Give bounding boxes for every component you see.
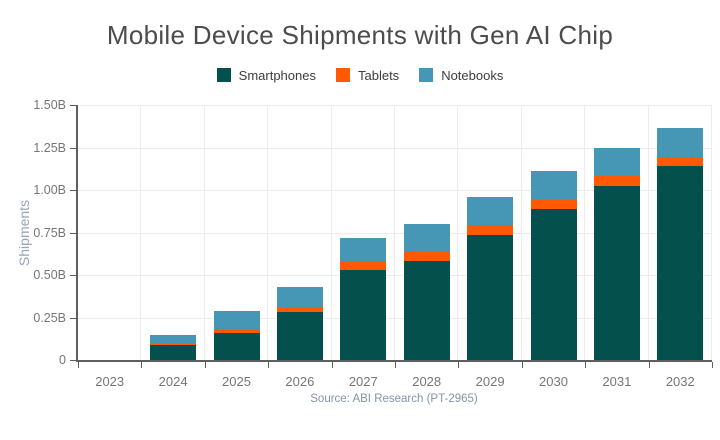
bar-2026-tablets (276, 307, 323, 312)
x-tick-label: 2032 (665, 374, 695, 389)
legend-item-tablets[interactable]: Tablets (335, 67, 400, 83)
bar-2031-notebooks (593, 148, 640, 177)
bar-2024-tablets (150, 343, 197, 345)
bar-2024-notebooks (150, 335, 197, 344)
y-tick-label: 0.25B (33, 310, 66, 325)
gridline-h (78, 147, 712, 149)
x-tick-mark (331, 362, 333, 368)
x-tick-mark (458, 362, 460, 368)
bar-2030-notebooks (530, 171, 577, 201)
legend-label: Tablets (357, 67, 400, 83)
x-tick-mark (204, 362, 206, 368)
gridline-h (78, 317, 712, 319)
gridline-v (140, 105, 142, 360)
source-note: Source: ABI Research (PT-2965) (310, 393, 478, 405)
y-tick-label: 1.50B (33, 98, 66, 112)
gridline-v (647, 105, 649, 360)
bar-2027-notebooks (340, 237, 387, 262)
legend-item-notebooks[interactable]: Notebooks (419, 68, 503, 83)
gridline-h (78, 232, 712, 234)
y-tick-label: 1.00B (33, 183, 66, 197)
bar-2029-smartphones (467, 235, 514, 360)
bar-2032-tablets (657, 156, 704, 167)
y-tick-mark (70, 317, 76, 319)
y-tick-label: 0.75B (33, 225, 66, 240)
gridline-v (711, 105, 712, 360)
bar-2028-smartphones (403, 261, 450, 360)
gridline-v (394, 105, 395, 360)
x-tick-mark (141, 362, 143, 368)
x-tick-mark (585, 362, 587, 368)
legend-swatch-icon (216, 68, 231, 82)
legend-label: Smartphones (238, 67, 316, 83)
x-tick-mark (648, 362, 650, 368)
gridline-v (520, 105, 522, 360)
gridline-v (267, 105, 269, 360)
bar-2025-tablets (213, 329, 260, 333)
y-tick-mark (70, 232, 76, 234)
legend-swatch-icon (419, 68, 434, 82)
gridline-h (78, 105, 712, 106)
bar-2029-notebooks (467, 196, 514, 225)
x-tick-label: 2031 (602, 374, 632, 389)
x-tick-mark (78, 362, 79, 368)
x-tick-mark (521, 362, 523, 368)
x-tick-label: 2023 (95, 374, 125, 389)
x-tick-label: 2028 (412, 374, 442, 389)
x-tick-mark (712, 362, 713, 368)
bar-2030-smartphones (530, 208, 577, 360)
x-tick-label: 2025 (222, 374, 251, 389)
y-tick-mark (70, 147, 76, 149)
legend-item-smartphones[interactable]: Smartphones (216, 67, 316, 83)
bar-2032-notebooks (657, 127, 704, 157)
bar-2031-tablets (593, 176, 640, 186)
bar-2028-notebooks (403, 224, 450, 253)
bar-2026-smartphones (276, 311, 323, 360)
bar-2029-tablets (467, 224, 514, 236)
bar-2024-smartphones (150, 344, 197, 360)
chart-title: Mobile Device Shipments with Gen AI Chip (106, 20, 614, 50)
y-tick-mark (70, 275, 76, 276)
bar-2027-tablets (340, 261, 387, 270)
x-tick-label: 2030 (539, 374, 568, 389)
x-tick-label: 2029 (475, 374, 505, 389)
plot-area (76, 105, 712, 362)
y-tick-label: 1.25B (33, 140, 66, 155)
bar-2032-smartphones (657, 166, 704, 360)
bar-2028-tablets (403, 252, 450, 262)
y-tick-label: 0 (59, 353, 66, 367)
x-tick-label: 2026 (285, 374, 315, 389)
y-tick-mark (70, 105, 76, 106)
legend-swatch-icon (335, 68, 350, 82)
bar-2025-smartphones (213, 332, 260, 360)
x-tick-mark (395, 362, 396, 368)
bar-2025-notebooks (213, 310, 260, 330)
x-tick-label: 2024 (158, 374, 188, 389)
legend: Smartphones Tablets Notebooks (0, 66, 720, 84)
gridline-v (457, 105, 459, 360)
bar-2026-notebooks (276, 286, 323, 308)
x-tick-label: 2027 (348, 374, 378, 389)
bar-2030-tablets (530, 200, 577, 209)
y-tick-mark (70, 360, 76, 361)
gridline-v (203, 105, 205, 360)
bar-2027-smartphones (340, 269, 387, 360)
y-tick-mark (70, 190, 76, 191)
y-tick-label: 0.50B (33, 268, 66, 282)
gridline-h (78, 275, 712, 276)
gridline-h (78, 190, 712, 191)
bar-2031-smartphones (593, 185, 640, 360)
x-tick-mark (268, 362, 270, 368)
gridline-v (330, 105, 332, 360)
legend-label: Notebooks (441, 67, 504, 83)
gridline-v (584, 105, 586, 360)
